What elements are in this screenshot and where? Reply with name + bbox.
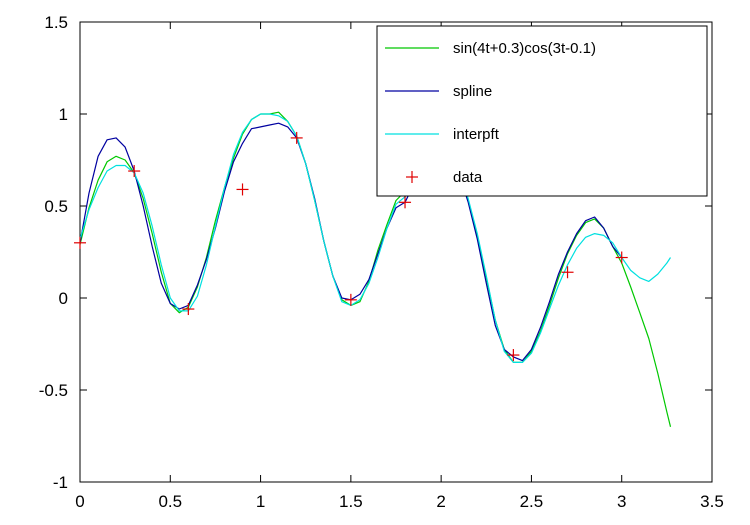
y-tick-label: 0 (59, 289, 68, 308)
data-point-marker (344, 293, 357, 306)
data-point-marker (399, 196, 412, 209)
data-point-marker (236, 183, 249, 196)
legend-label: spline (453, 83, 492, 100)
x-tick-label: 3 (617, 492, 626, 511)
x-tick-label: 1.5 (339, 492, 363, 511)
x-tick-label: 1 (256, 492, 265, 511)
data-point-marker (290, 131, 303, 144)
legend-label: sin(4t+0.3)cos(3t-0.1) (453, 40, 596, 57)
data-point-marker (182, 303, 195, 316)
data-point-marker (74, 236, 86, 249)
y-tick-label: 1.5 (44, 13, 68, 32)
series-line-interpft (79, 113, 672, 363)
y-tick-label: -0.5 (39, 381, 68, 400)
y-tick-label: 0.5 (44, 197, 68, 216)
y-tick-label: 1 (59, 105, 68, 124)
series-line-sin-4t-0-3-cos-3t-0-1- (79, 111, 672, 427)
axis-ticks: 0 0.5 1 1.5 2 2.5 3 3.5 -1 -0.5 0 0.5 1 1.5 (39, 13, 724, 511)
legend-label: interpft (453, 126, 500, 143)
legend-box (376, 25, 708, 197)
data-point-marker (561, 266, 574, 279)
series-layer (74, 111, 672, 427)
x-tick-label: 0.5 (158, 492, 182, 511)
x-tick-label: 3.5 (700, 492, 724, 511)
legend: sin(4t+0.3)cos(3t-0.1) spline interpft data (376, 25, 708, 197)
x-tick-label: 2.5 (520, 492, 544, 511)
x-tick-label: 0 (75, 492, 84, 511)
y-tick-label: -1 (53, 473, 68, 492)
data-point-marker (615, 251, 628, 264)
data-point-marker (128, 165, 141, 178)
x-tick-label: 2 (436, 492, 445, 511)
legend-label: data (453, 169, 483, 186)
data-point-marker (507, 349, 520, 362)
